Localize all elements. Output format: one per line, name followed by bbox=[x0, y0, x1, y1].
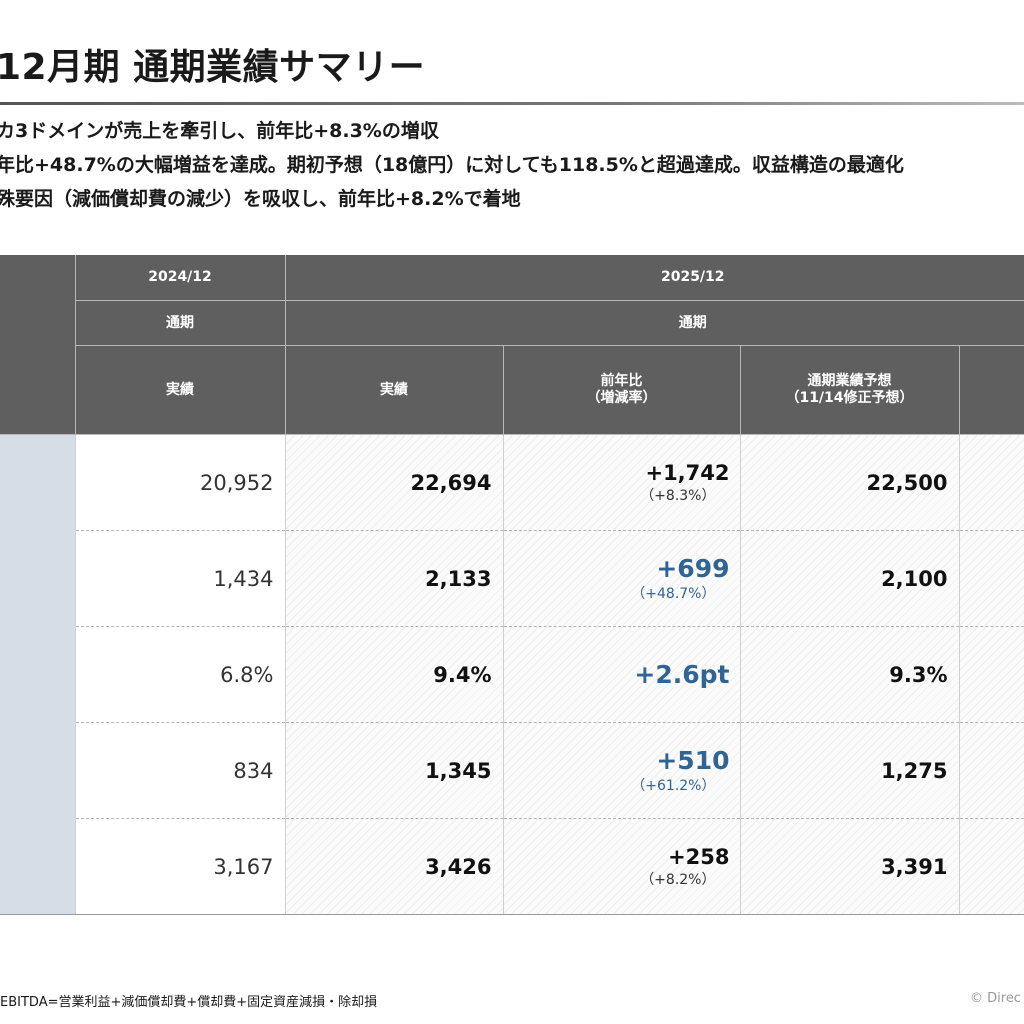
summary-bullet-ebitda: 殊要因（減価償却費の減少）を吸収し、前年比+8.2%で着地 bbox=[0, 188, 521, 210]
row-label-cell bbox=[0, 434, 75, 531]
yoy-pct: （+48.7%） bbox=[631, 585, 716, 602]
table-row: 1,434 2,133 +699 （+48.7%） 2,100 bbox=[0, 530, 1024, 627]
header-period-curr: 通期 bbox=[284, 300, 1024, 346]
row-label-cell bbox=[0, 722, 75, 819]
copyright-text: © Direc bbox=[970, 991, 1021, 1006]
cell-extra-cut bbox=[958, 626, 1024, 723]
summary-bullet-operating-profit: 年比+48.7%の大幅増益を達成。期初予想（18億円）に対しても118.5%と超… bbox=[0, 154, 904, 176]
cell-yoy: +1,742 （+8.3%） bbox=[502, 434, 740, 531]
cell-extra-cut bbox=[958, 818, 1024, 915]
cell-prev-actual: 834 bbox=[74, 722, 285, 819]
cell-prev-actual: 6.8% bbox=[74, 626, 285, 723]
cell-forecast: 22,500 bbox=[739, 434, 959, 531]
yoy-diff: +510 bbox=[656, 745, 730, 775]
row-label-cell bbox=[0, 530, 75, 627]
page-title: 12月期 通期業績サマリー bbox=[0, 47, 426, 88]
table-row: 20,952 22,694 +1,742 （+8.3%） 22,500 bbox=[0, 434, 1024, 531]
yoy-pct: （+61.2%） bbox=[631, 777, 716, 794]
cell-prev-actual: 3,167 bbox=[74, 818, 285, 915]
header-curr-actual: 実績 bbox=[284, 345, 503, 435]
row-label-cell bbox=[0, 818, 75, 915]
cell-forecast: 9.3% bbox=[739, 626, 959, 723]
header-yoy-text: 前年比 （増減率） bbox=[586, 373, 657, 406]
footnote-ebitda-definition: EBITDA=営業利益+減価償却費+償却費+固定資産減損・除却損 bbox=[0, 995, 378, 1010]
header-corner-cell bbox=[0, 255, 75, 435]
cell-yoy: +258 （+8.2%） bbox=[502, 818, 740, 915]
yoy-diff: +258 bbox=[668, 844, 730, 869]
cell-yoy: +510 （+61.2%） bbox=[502, 722, 740, 819]
table-row: 3,167 3,426 +258 （+8.2%） 3,391 bbox=[0, 818, 1024, 915]
results-table: 2024/12 2025/12 通期 通期 実績 実績 前年比 （増減率） 通期業… bbox=[0, 255, 1024, 915]
cell-yoy: +2.6pt bbox=[502, 626, 740, 723]
cell-curr-actual: 9.4% bbox=[284, 626, 503, 723]
title-divider bbox=[0, 102, 1024, 105]
cell-prev-actual: 20,952 bbox=[74, 434, 285, 531]
cell-extra-cut bbox=[958, 434, 1024, 531]
yoy-pct: （+8.3%） bbox=[640, 487, 716, 504]
yoy-pct: （+8.2%） bbox=[640, 871, 716, 888]
header-forecast: 通期業績予想 （11/14修正予想） bbox=[739, 345, 959, 435]
cell-extra-cut bbox=[958, 530, 1024, 627]
header-yoy: 前年比 （増減率） bbox=[502, 345, 740, 435]
cell-curr-actual: 22,694 bbox=[284, 434, 503, 531]
summary-bullet-revenue: カ3ドメインが売上を牽引し、前年比+8.3%の増収 bbox=[0, 120, 439, 142]
cell-curr-actual: 3,426 bbox=[284, 818, 503, 915]
table-row: 6.8% 9.4% +2.6pt 9.3% bbox=[0, 626, 1024, 723]
cell-curr-actual: 2,133 bbox=[284, 530, 503, 627]
cell-forecast: 2,100 bbox=[739, 530, 959, 627]
results-table-container: 2024/12 2025/12 通期 通期 実績 実績 前年比 （増減率） 通期業… bbox=[0, 255, 1024, 915]
cell-curr-actual: 1,345 bbox=[284, 722, 503, 819]
yoy-diff: +2.6pt bbox=[634, 659, 730, 689]
yoy-diff: +699 bbox=[656, 553, 730, 583]
cell-extra-cut bbox=[958, 722, 1024, 819]
header-year-curr: 2025/12 bbox=[284, 255, 1024, 301]
cell-prev-actual: 1,434 bbox=[74, 530, 285, 627]
header-year-prev: 2024/12 bbox=[74, 255, 285, 301]
header-prev-actual: 実績 bbox=[74, 345, 285, 435]
header-forecast-text: 通期業績予想 （11/14修正予想） bbox=[785, 373, 914, 406]
header-extra-cut bbox=[958, 345, 1024, 435]
cell-yoy: +699 （+48.7%） bbox=[502, 530, 740, 627]
cell-forecast: 1,275 bbox=[739, 722, 959, 819]
row-label-cell bbox=[0, 626, 75, 723]
yoy-diff: +1,742 bbox=[645, 460, 730, 485]
cell-forecast: 3,391 bbox=[739, 818, 959, 915]
header-period-prev: 通期 bbox=[74, 300, 285, 346]
table-row: 834 1,345 +510 （+61.2%） 1,275 bbox=[0, 722, 1024, 819]
